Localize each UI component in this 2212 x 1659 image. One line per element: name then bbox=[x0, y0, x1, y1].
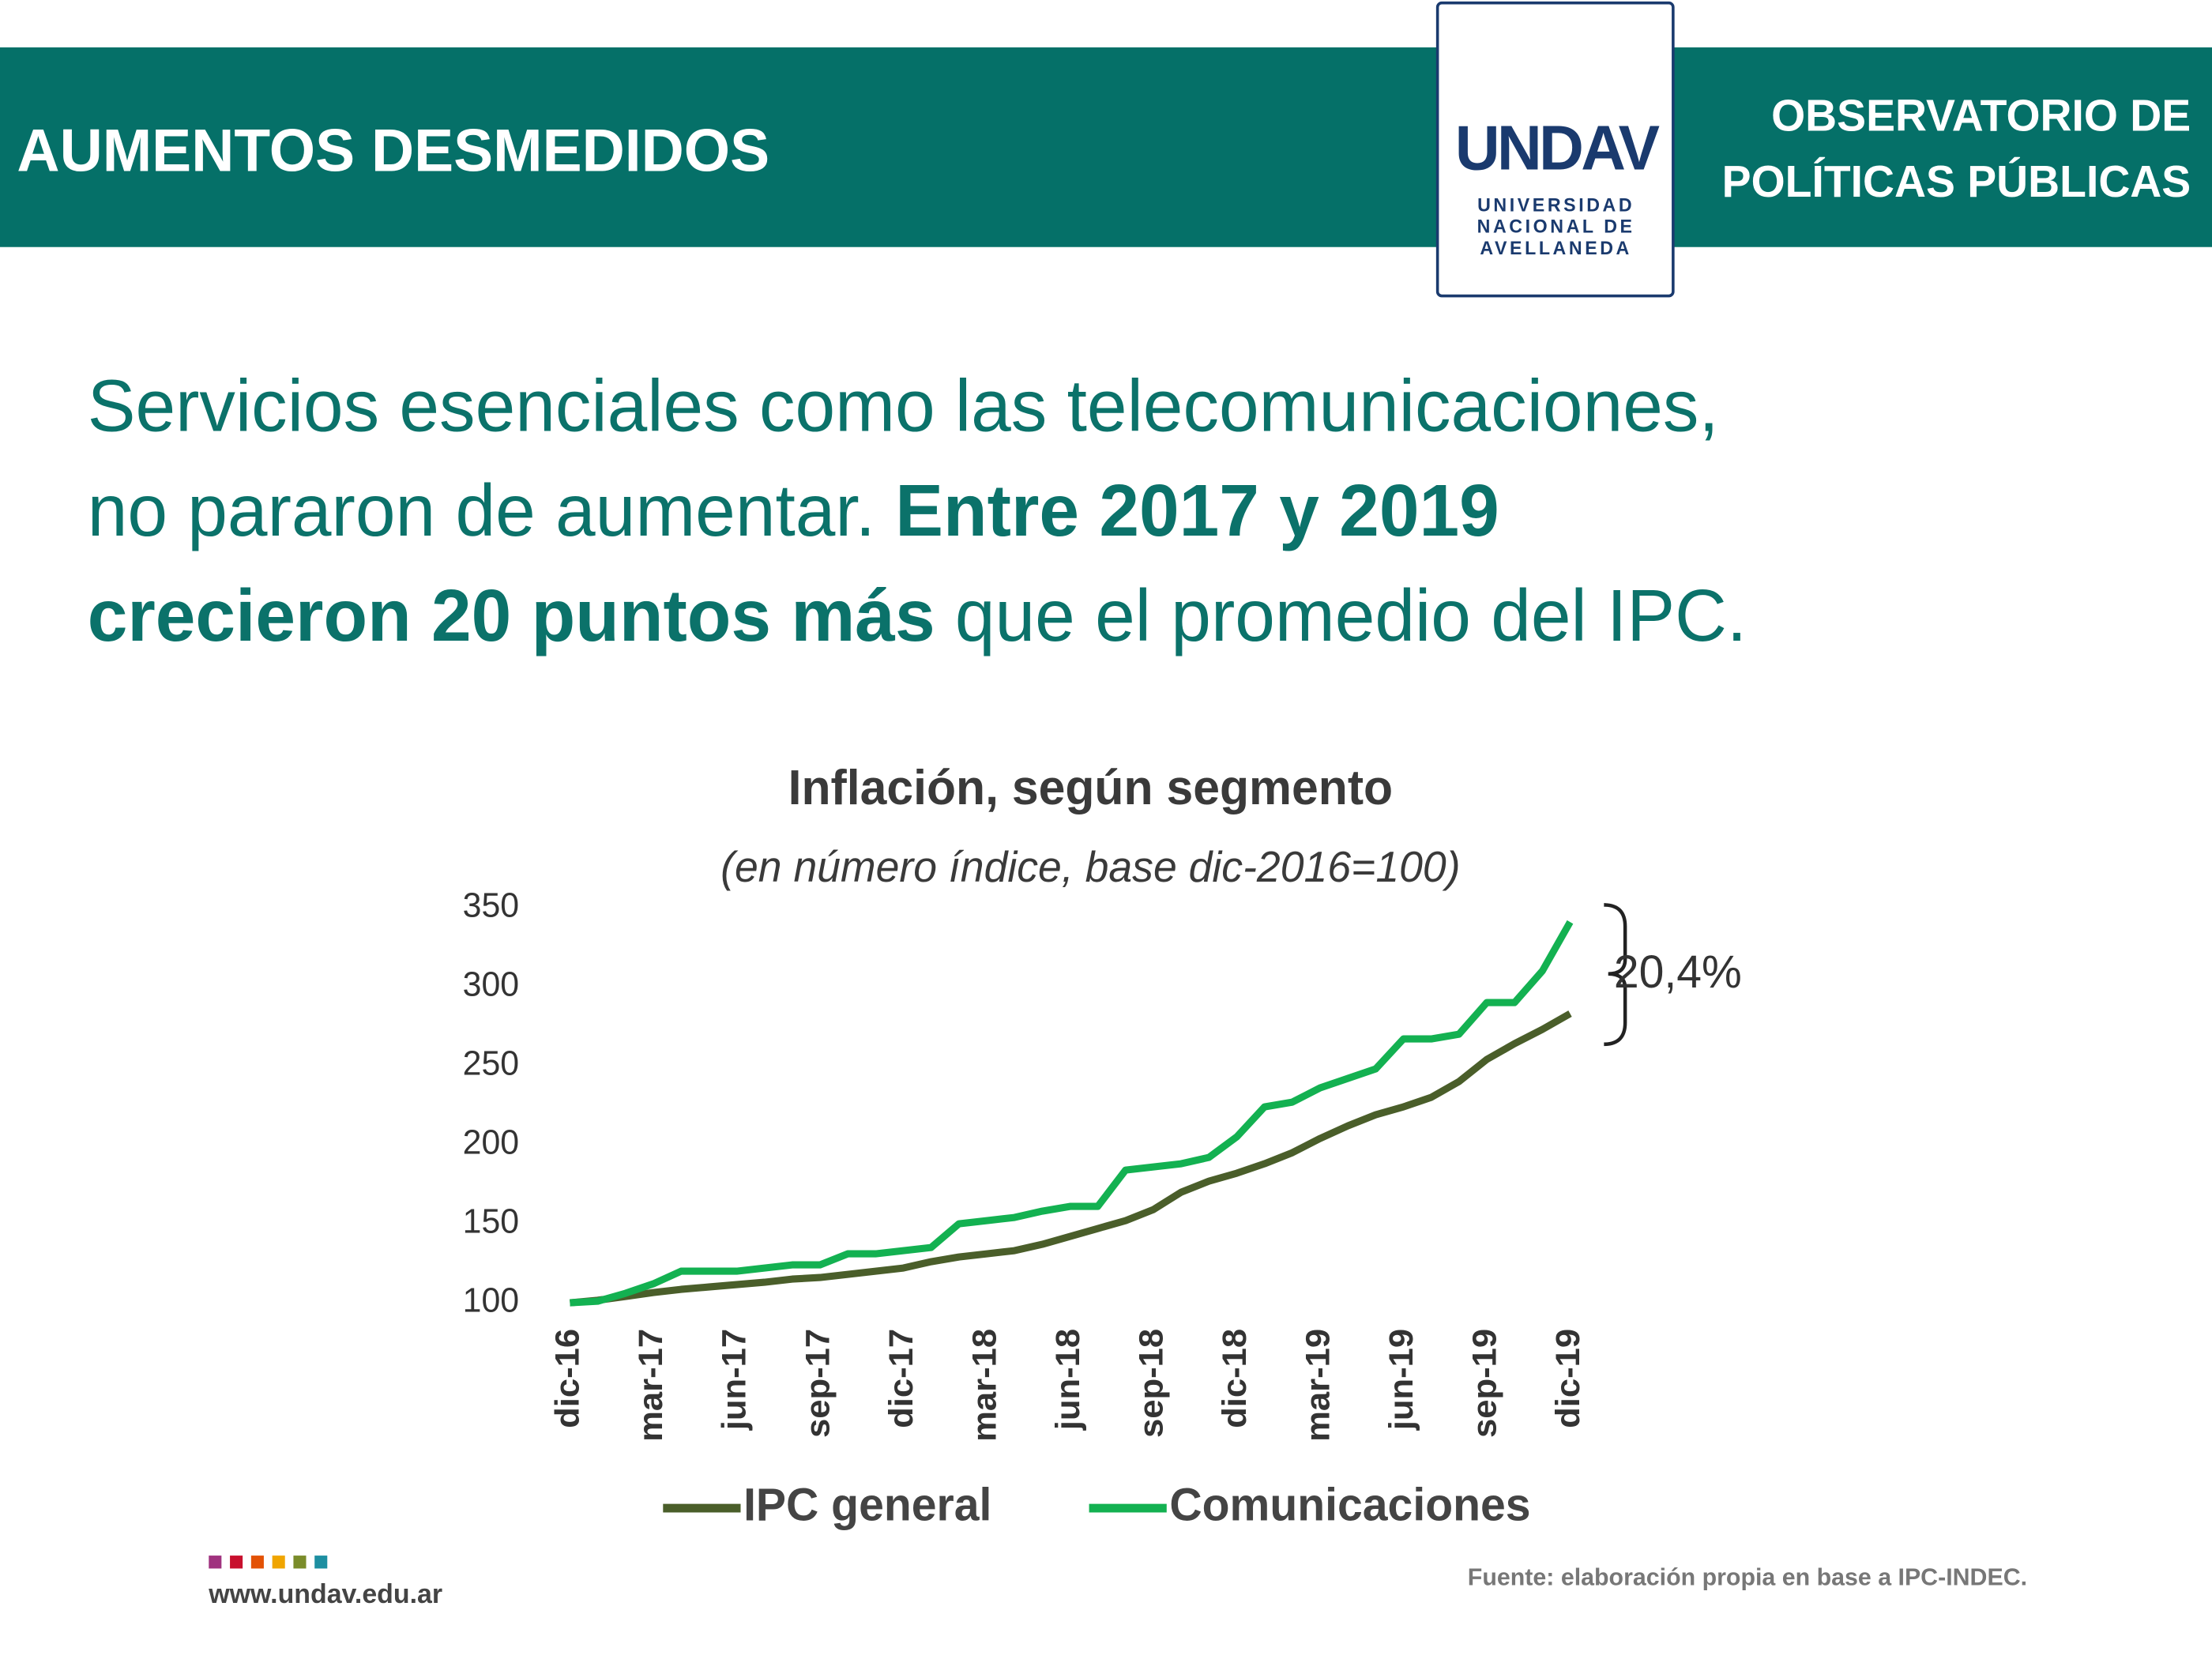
observatory: OBSERVATORIO DE bbox=[1771, 90, 2191, 141]
headline-line: Servicios esenciales como las telecomuni… bbox=[88, 366, 1719, 447]
x-tick-label: jun-19 bbox=[1382, 1329, 1420, 1431]
series-line bbox=[570, 920, 1574, 1307]
y-tick-label: 350 bbox=[463, 886, 519, 924]
x-tick-label: sep-18 bbox=[1133, 1329, 1171, 1438]
annotation: 20,4% bbox=[1614, 946, 1742, 998]
headline-segment: que el promedio del IPC. bbox=[935, 575, 1747, 656]
x-tick-label: dic-16 bbox=[549, 1329, 587, 1428]
x-tick-label: dic-19 bbox=[1549, 1329, 1587, 1428]
logo-text: AVELLANEDA bbox=[1480, 238, 1631, 258]
logo-mark: UNDAV bbox=[1455, 112, 1660, 183]
x-tick-label: dic-17 bbox=[882, 1329, 920, 1428]
x-tick-label: mar-17 bbox=[633, 1329, 671, 1442]
footer-source: Fuente: elaboración propia en base a IPC… bbox=[1468, 1563, 2027, 1590]
logo-text: UNIVERSIDAD bbox=[1477, 194, 1635, 215]
x-tick-label: mar-19 bbox=[1300, 1329, 1337, 1442]
header-band bbox=[0, 47, 2212, 247]
legend-label: IPC general bbox=[743, 1480, 991, 1531]
y-tick-label: 250 bbox=[463, 1044, 519, 1082]
headline-segment: Servicios esenciales como las telecomuni… bbox=[88, 366, 1719, 447]
logo-text: NACIONAL DE bbox=[1477, 216, 1635, 236]
y-tick-label: 100 bbox=[463, 1281, 519, 1319]
headline-line: no pararon de aumentar. Entre 2017 y 201… bbox=[88, 470, 1499, 551]
y-tick-label: 200 bbox=[463, 1123, 519, 1161]
logo-box bbox=[1435, 1, 1675, 298]
y-tick-label: 150 bbox=[463, 1202, 519, 1240]
series-line bbox=[570, 1010, 1572, 1307]
footer-url: www.undav.edu.ar bbox=[208, 1579, 442, 1609]
observatory: POLÍTICAS PÚBLICAS bbox=[1722, 156, 2191, 207]
headline-segment: Entre 2017 y 2019 bbox=[895, 470, 1499, 551]
legend-label: Comunicaciones bbox=[1169, 1480, 1530, 1531]
headline-segment: no pararon de aumentar. bbox=[88, 470, 896, 551]
x-tick-label: sep-19 bbox=[1466, 1329, 1504, 1438]
color-strip bbox=[209, 1556, 328, 1569]
chart-subtitle: (en número índice, base dic-2016=100) bbox=[720, 844, 1460, 892]
x-tick-label: dic-18 bbox=[1216, 1329, 1254, 1428]
headline-segment: crecieron 20 puntos más bbox=[88, 575, 935, 656]
x-tick-label: sep-17 bbox=[799, 1329, 837, 1438]
x-tick-label: jun-18 bbox=[1049, 1329, 1087, 1431]
x-tick-label: mar-18 bbox=[966, 1329, 1004, 1442]
x-tick-label: jun-17 bbox=[716, 1329, 754, 1431]
header-title: AUMENTOS DESMEDIDOS bbox=[17, 117, 769, 185]
y-tick-label: 300 bbox=[463, 965, 519, 1003]
brace bbox=[1604, 903, 1627, 1047]
headline-line: crecieron 20 puntos más que el promedio … bbox=[88, 575, 1747, 656]
chart-title: Inflación, según segmento bbox=[788, 761, 1394, 815]
